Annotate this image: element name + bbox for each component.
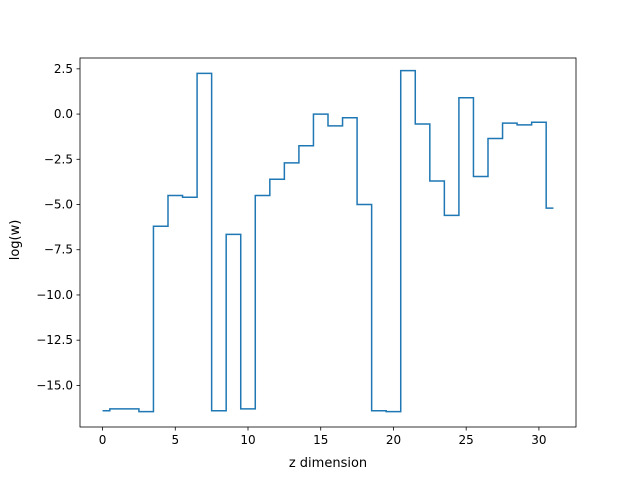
y-tick-label: −5.0 xyxy=(44,198,73,212)
y-tick-label: −12.5 xyxy=(36,333,73,347)
x-tick-label: 15 xyxy=(313,433,328,447)
axes: 0 5 10 15 20 25 30 2.5 0.0 −2.5 −5.0 −7.5 −10.0 −12.5… xyxy=(36,57,577,447)
y-tick-label: 0.0 xyxy=(54,107,73,121)
y-axis-label: log(w) xyxy=(8,220,23,261)
y-tick-label: 2.5 xyxy=(54,62,73,76)
x-tick-label: 25 xyxy=(459,433,474,447)
y-tick-label: −15.0 xyxy=(36,378,73,392)
axes-frame xyxy=(79,57,577,428)
y-tick-label: −2.5 xyxy=(44,152,73,166)
x-tick-label: 30 xyxy=(531,433,546,447)
x-axis-label: z dimension xyxy=(289,456,367,471)
x-tick-label: 10 xyxy=(240,433,255,447)
x-tick-label: 0 xyxy=(99,433,107,447)
plot-area xyxy=(102,69,554,413)
x-tick-label: 5 xyxy=(171,433,179,447)
x-tick-label: 20 xyxy=(386,433,401,447)
series-line-0 xyxy=(102,69,554,413)
y-tick-label: −10.0 xyxy=(36,288,73,302)
y-tick-label: −7.5 xyxy=(44,243,73,257)
